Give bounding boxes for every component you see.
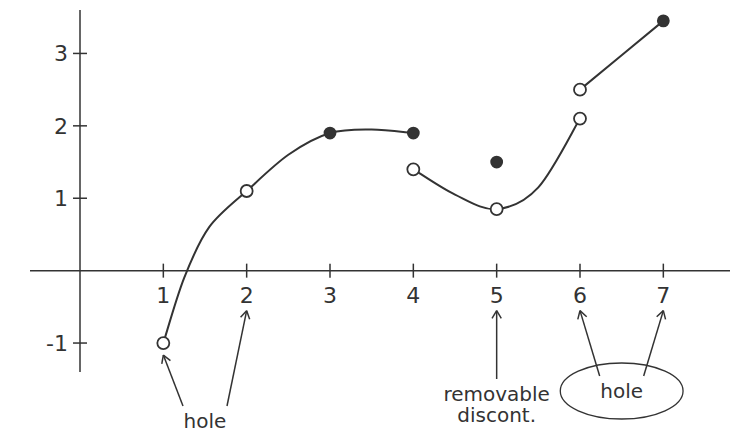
annotation: hole: [600, 379, 643, 403]
arrow: [644, 311, 664, 376]
arrow-head: [241, 311, 247, 318]
plot-marks: [157, 15, 669, 349]
arrow: [496, 311, 498, 379]
filled-point: [408, 128, 419, 139]
filled-point: [658, 15, 669, 26]
arrow-head: [247, 311, 250, 319]
arrow-head: [663, 311, 665, 320]
open-point: [491, 203, 503, 215]
curve: [163, 191, 246, 343]
x-tick: [329, 264, 331, 278]
x-axis: [30, 270, 730, 272]
open-point: [157, 337, 169, 349]
x-tick: [246, 264, 248, 278]
open-point: [407, 163, 419, 175]
x-tick: [163, 264, 165, 278]
x-tick-label: 4: [406, 283, 420, 308]
x-tick-label: 6: [573, 283, 587, 308]
arrow-head: [492, 311, 497, 319]
arrow: [227, 311, 247, 406]
curve: [413, 119, 580, 210]
arrow: [580, 311, 600, 376]
annotation: hole: [184, 409, 227, 433]
y-tick-label: 2: [54, 114, 68, 139]
x-tick-label: 3: [323, 283, 337, 308]
arrow-head: [497, 311, 502, 319]
y-tick-label: 1: [54, 186, 68, 211]
arrow: [163, 355, 183, 406]
y-tick: [73, 197, 87, 199]
y-tick-label: -1: [46, 331, 68, 356]
filled-point: [325, 128, 336, 139]
x-tick: [663, 264, 665, 278]
x-tick-label: 1: [156, 283, 170, 308]
x-tick: [496, 264, 498, 278]
arrow-head: [162, 355, 164, 364]
annotation-line: discont.: [457, 403, 536, 427]
y-tick: [73, 125, 87, 127]
x-tick-label: 2: [240, 283, 254, 308]
arrow-head: [580, 311, 587, 317]
circle-note: [560, 363, 683, 419]
x-tick-label: 7: [656, 283, 670, 308]
open-point: [241, 185, 253, 197]
arrow-head: [657, 311, 664, 317]
open-point: [574, 84, 586, 96]
y-tick: [73, 53, 87, 55]
annotation: removablediscont.: [443, 382, 549, 427]
x-tick: [413, 264, 415, 278]
arrow-head: [578, 311, 580, 320]
y-axis: [79, 10, 81, 372]
arrow-head: [163, 355, 170, 361]
filled-point: [491, 157, 502, 168]
x-tick: [579, 264, 581, 278]
chart: 1 2 3 4 5 6 7 -1 1 2 3 hole removablediscont. hole: [0, 0, 746, 436]
x-tick-label: 5: [490, 283, 504, 308]
y-tick-label: 3: [54, 41, 68, 66]
curve: [580, 21, 663, 90]
y-tick: [73, 342, 87, 344]
open-point: [574, 113, 586, 125]
